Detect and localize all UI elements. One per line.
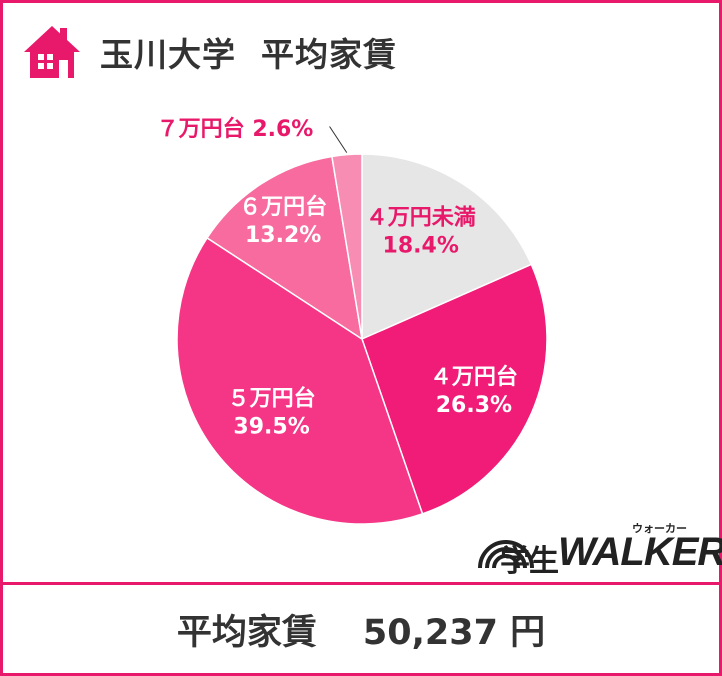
pie-chart: ４万円未満 18.4% ４万円台 26.3% ５万円台 39.5% ６万円台 13.2% ７万円… xyxy=(157,116,548,525)
footer-label: 平均家賃 xyxy=(176,612,317,653)
footer-value: 50,237 円 xyxy=(362,612,546,653)
pie-leader-line-4 xyxy=(329,126,348,153)
pie-slice-4 xyxy=(331,153,363,340)
house-icon xyxy=(24,26,80,78)
footer-average-rent: 平均家賃 50,237 円 xyxy=(0,585,722,673)
logo-kana: ウォーカー xyxy=(632,522,687,535)
pie-label-2: ５万円台 xyxy=(228,386,316,412)
pie-value-2: 39.5% xyxy=(233,415,309,440)
pie-label-4: ７万円台 2.6% xyxy=(157,116,314,142)
pie-slice-3 xyxy=(206,155,364,341)
logo-kanji: 学生 xyxy=(500,544,559,579)
logo-wordmark: WALKER xyxy=(558,530,722,574)
page-title: 玉川大学 平均家賃 xyxy=(100,35,397,74)
pie-value-1: 26.3% xyxy=(436,393,512,418)
pie-slice-1 xyxy=(361,263,548,515)
logo-arc-icon xyxy=(478,540,534,569)
pie-slice-0 xyxy=(361,153,533,341)
pie-label-3: ６万円台 xyxy=(239,194,327,220)
pie-labels: ４万円未満 18.4% ４万円台 26.3% ５万円台 39.5% ６万円台 13.2% ７万円… xyxy=(157,116,518,440)
pie-label-1: ４万円台 xyxy=(430,364,518,390)
pie-value-0: 18.4% xyxy=(383,234,459,259)
gakusei-walker-logo: 学生 ウォーカー WALKER xyxy=(474,512,722,579)
header: 玉川大学 平均家賃 xyxy=(22,22,397,82)
pie-slice-2 xyxy=(176,236,424,525)
footer-divider xyxy=(0,582,722,585)
pie-value-3: 13.2% xyxy=(245,223,321,248)
pie-slices xyxy=(176,126,548,525)
pie-label-0: ４万円未満 xyxy=(366,205,476,231)
